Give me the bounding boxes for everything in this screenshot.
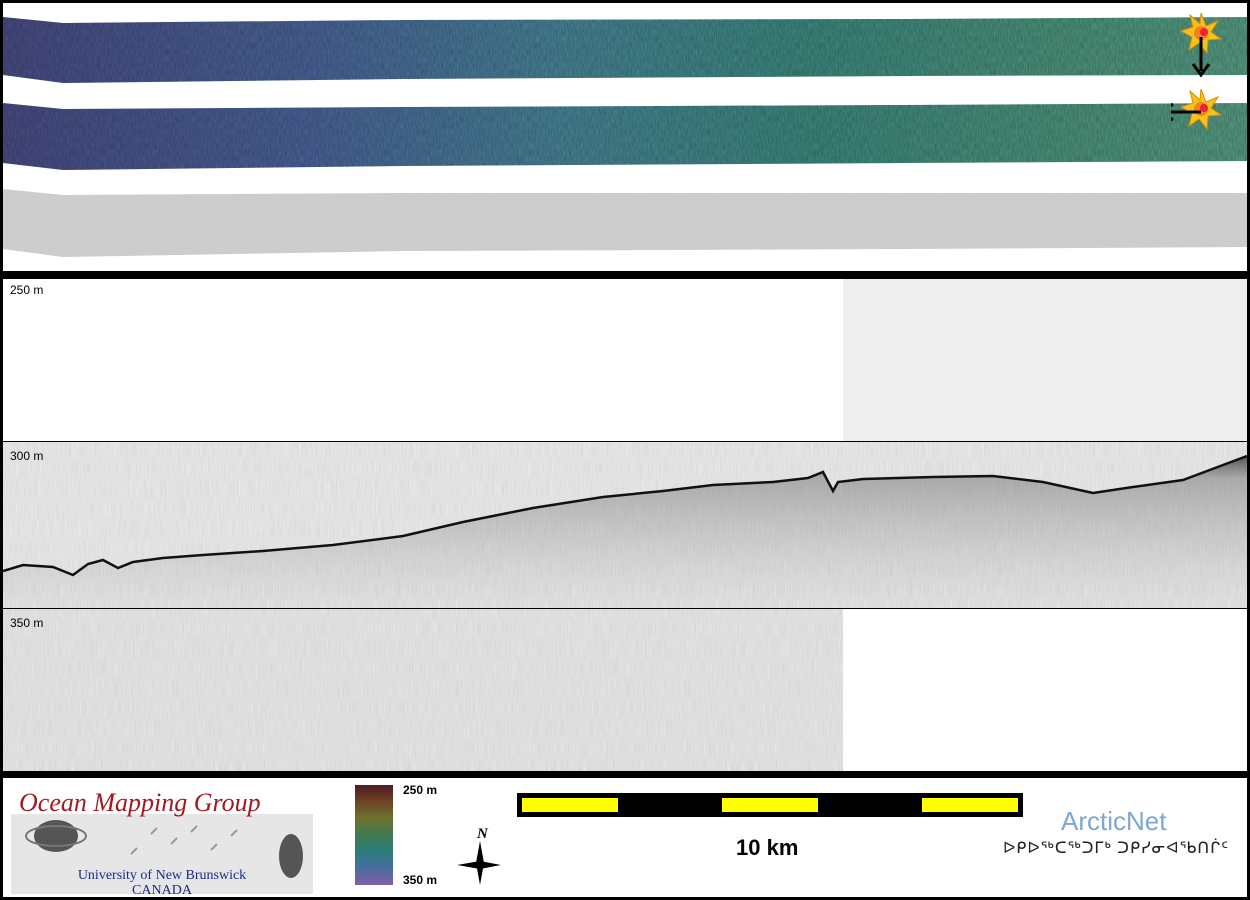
scale-segment — [522, 798, 618, 812]
seafloor-reflector — [3, 456, 1247, 608]
map-strips-panel — [3, 3, 1247, 271]
sun-marker-icon — [1179, 12, 1223, 55]
profile-panel: 250 m 300 m 350 m — [3, 279, 1247, 771]
scale-bar — [517, 793, 1023, 817]
depth-label-250: 250 m — [10, 283, 44, 297]
ocean-mapping-group-logo: Ocean Mapping Group University of New Br… — [11, 784, 313, 894]
arrow-left-icon — [1171, 102, 1201, 122]
north-arrow-icon: N — [457, 826, 501, 885]
depth-colorbar — [355, 785, 393, 885]
omg-country: CANADA — [132, 883, 192, 894]
profile-svg — [3, 279, 1247, 771]
colorbar-bottom-label: 350 m — [403, 873, 438, 887]
depth-label-300: 300 m — [10, 449, 44, 463]
track-markers — [1171, 12, 1223, 131]
arcticnet-logo: ArcticNet — [1061, 806, 1167, 836]
arcticnet-inuktitut: ᐅᑭᐅᖅᑕᖅᑐᒥᒃ ᑐᑭᓯᓂᐊᖃᑎᒌᑦ — [1003, 840, 1230, 857]
footer-panel: Ocean Mapping Group University of New Br… — [3, 778, 1247, 897]
profile-divider-1 — [3, 441, 1247, 442]
sun-marker-icon — [1179, 88, 1223, 131]
depth-label-350: 350 m — [10, 616, 44, 630]
map-strips-svg — [3, 17, 1247, 257]
north-label: N — [476, 826, 489, 842]
profile-divider-2 — [3, 608, 1247, 609]
scale-segment — [722, 798, 818, 812]
profile-section-1-shade — [843, 279, 1247, 441]
omg-university: University of New Brunswick — [77, 868, 247, 883]
arrow-down-icon — [1191, 37, 1211, 78]
colorbar-top-label: 250 m — [403, 783, 438, 797]
omg-title: Ocean Mapping Group — [19, 788, 261, 817]
scale-label: 10 km — [736, 835, 799, 860]
scale-segment — [922, 798, 1018, 812]
